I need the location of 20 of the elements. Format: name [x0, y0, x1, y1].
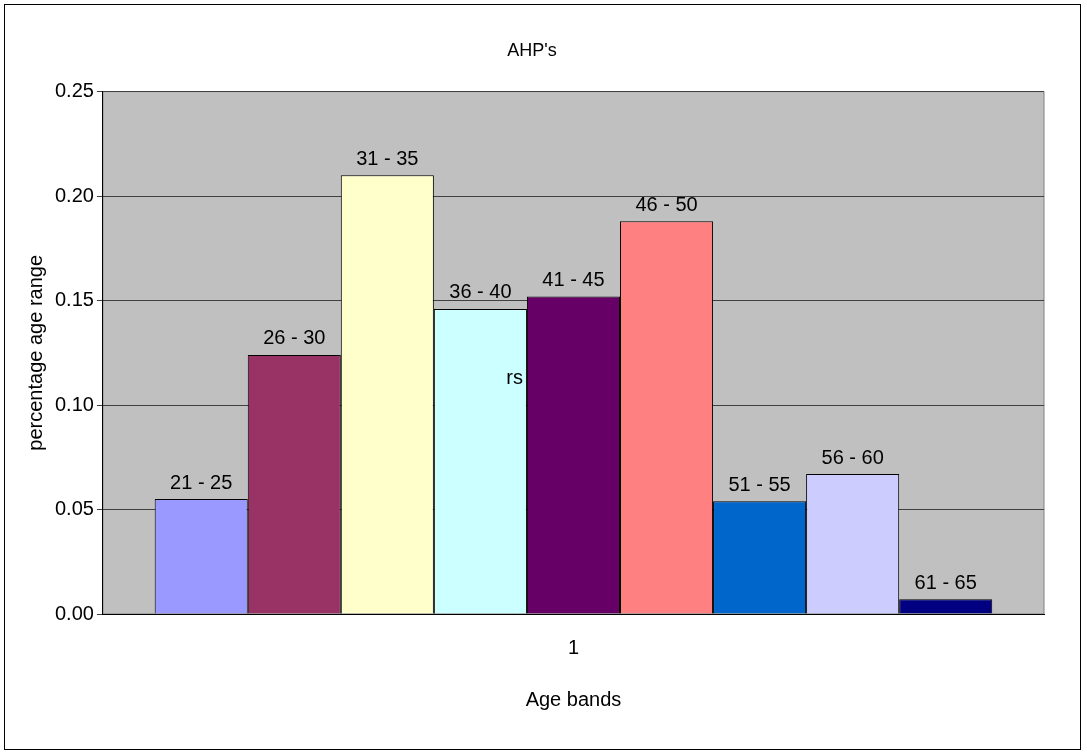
y-tick-label: 0.10 — [54, 392, 94, 415]
x-tick-label: 1 — [567, 635, 580, 658]
annotation: rs — [506, 366, 523, 389]
y-tick-label: 0.00 — [54, 601, 94, 624]
series-label: 51 - 55 — [728, 472, 791, 495]
y-tick-label: 0.20 — [54, 183, 94, 206]
series-label: 26 - 30 — [263, 326, 326, 349]
series-label: 46 - 50 — [635, 192, 698, 215]
y-tick-label: 0.05 — [54, 497, 94, 520]
y-tick-label: 0.25 — [54, 79, 94, 102]
series-label: 31 - 35 — [356, 146, 419, 169]
series-label: 41 - 45 — [542, 267, 605, 290]
chart-title: AHP's — [507, 39, 557, 60]
series-label: 56 - 60 — [821, 445, 884, 468]
x-axis-title: Age bands — [525, 687, 622, 710]
y-tick-label: 0.15 — [54, 288, 94, 311]
y-axis-title: percentage age range — [23, 254, 46, 451]
series-label: 61 - 65 — [914, 570, 977, 593]
series-label: 21 - 25 — [170, 470, 233, 493]
series-label: 36 - 40 — [449, 280, 512, 303]
